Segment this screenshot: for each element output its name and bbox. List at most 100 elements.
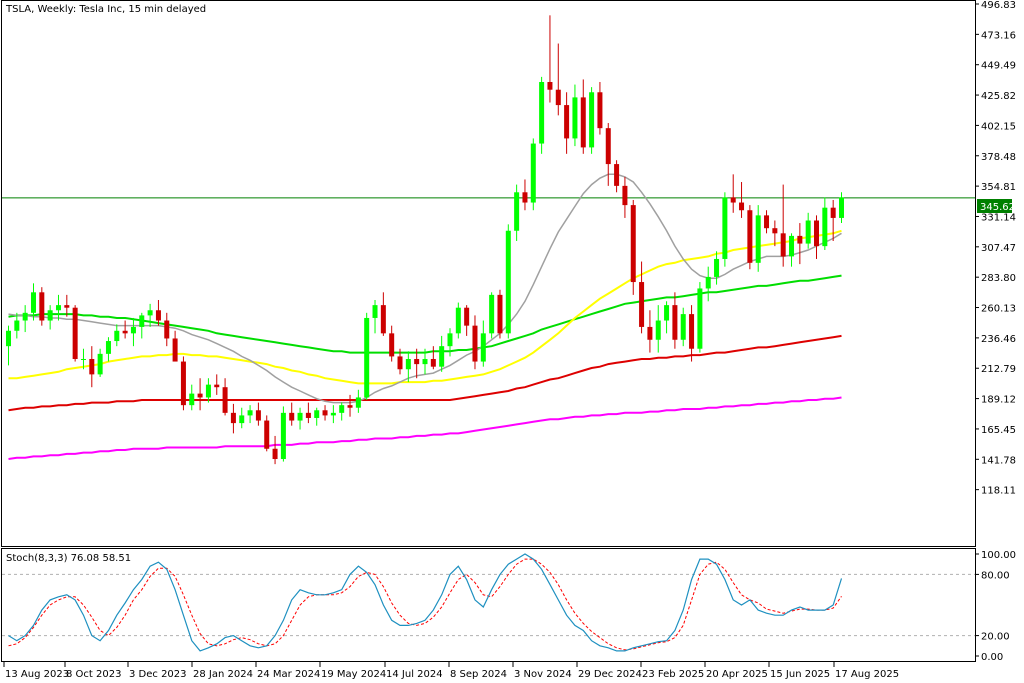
price-axis: 496.83 473.16 449.49 425.82 402.15 378.48 354.… [975,0,1016,497]
candle [264,415,270,452]
candle-body [314,410,320,418]
candle [705,266,711,302]
price-tick-label: 283.80 [981,273,1016,284]
candle-body [772,228,778,234]
candle-body [264,420,270,449]
candle [714,251,720,285]
candle [655,305,661,353]
candle-body [172,338,178,362]
candle-body [622,185,628,206]
candle-body [505,230,511,334]
time-tick-label: 3 Nov 2024 [514,669,572,680]
candle [347,394,353,417]
time-tick-label: 29 Dec 2024 [578,669,642,680]
candle-body [480,333,486,362]
price-tick-label: 331.14 [981,212,1016,223]
candle [197,378,203,411]
candle [22,305,28,333]
stoch-plot [2,553,975,652]
candle-body [689,314,695,349]
candle [580,79,586,154]
ma-yellow-line [8,229,842,385]
candle [89,346,95,388]
candle-body [439,346,445,367]
main-plot [2,15,975,465]
candle-body [714,258,720,277]
candle [30,283,36,321]
candle-body [64,305,70,308]
candle-body [789,235,795,257]
candle-body [39,292,45,321]
candle-body [814,220,820,247]
stoch-chart-frame [1,548,976,662]
candle-body [730,197,736,203]
candle-body [247,410,253,416]
candle-body [455,307,461,334]
candle [230,403,236,434]
candle-body [364,317,370,398]
candle-body [30,292,36,313]
candle [130,317,136,347]
main-chart-frame [1,0,976,547]
candle-body [189,393,195,406]
candle-body [530,143,536,203]
candle-body [639,282,645,327]
candle [489,292,495,339]
time-tick-label: 14 Jul 2024 [386,669,443,680]
price-tick-label: 212.79 [981,364,1016,375]
candle-body [80,358,86,360]
candle [189,384,195,411]
candle [464,305,470,336]
price-tick-label: 165.45 [981,425,1016,436]
candle-body [472,325,478,362]
time-tick-label: 15 Jun 2025 [770,669,830,680]
candle-body [747,210,753,263]
stoch-tick-label: 0.00 [981,652,1003,663]
candle [72,305,78,362]
candle-body [547,82,553,90]
price-tick-label: 473.16 [981,30,1016,41]
candle-body [497,294,503,334]
candle [622,176,628,218]
candle-body [222,387,228,413]
candle [339,402,345,421]
candle-body [755,215,761,263]
candle-body [155,310,161,321]
candle-body [347,405,353,408]
candle [155,300,161,326]
price-tick-label: 449.49 [981,61,1016,72]
candle-body [780,233,786,257]
candle-body [280,412,286,460]
candle-body [830,207,836,218]
candle-body [464,307,470,326]
candle [272,435,278,465]
candle [122,320,128,339]
candle-body [655,320,661,340]
candle-body [239,415,245,424]
candle [214,374,220,395]
candle [589,87,595,154]
candle-body [47,310,53,321]
candle [405,351,411,383]
candle [730,174,736,213]
candle [830,199,836,242]
candle-body [589,92,595,148]
candle-body [255,410,261,421]
candle-body [130,326,136,334]
candle-body [447,333,453,347]
candle-body [705,276,711,289]
time-tick-label: 24 Mar 2024 [257,669,320,680]
candle-body [147,310,153,316]
candle-body [430,358,436,367]
candle [764,210,770,234]
candle-body [380,305,386,334]
candle [39,287,45,326]
candle [430,346,436,370]
candle [672,292,678,349]
current-price-tag [977,199,1012,213]
candle [805,212,811,249]
candle-body [522,192,528,203]
candle [172,330,178,362]
